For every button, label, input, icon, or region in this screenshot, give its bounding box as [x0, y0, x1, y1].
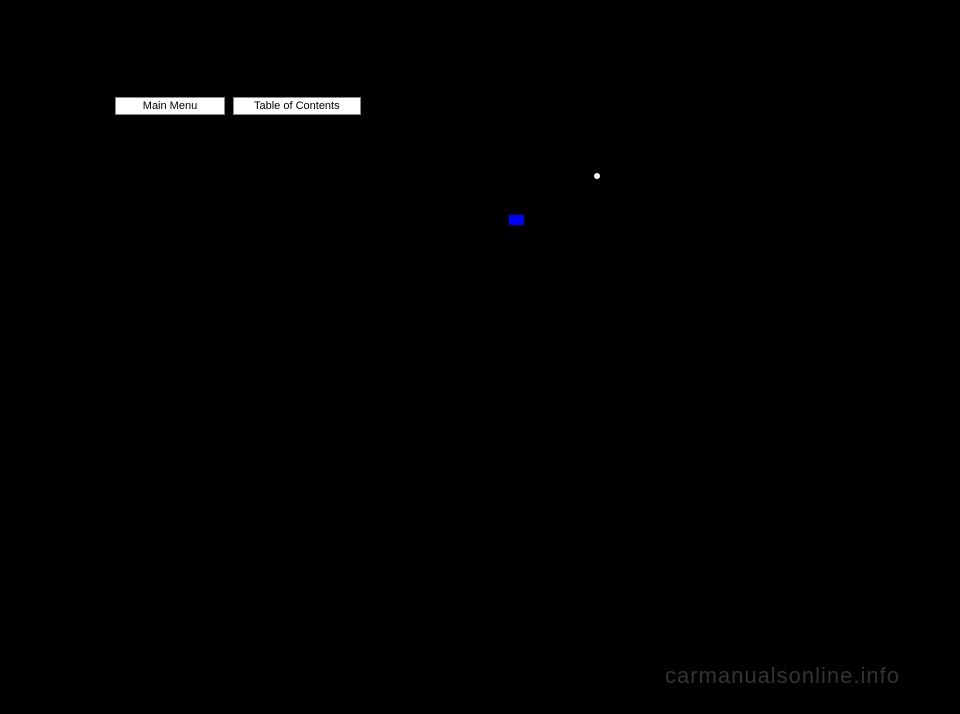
nav-button-group: Main Menu Table of Contents — [115, 97, 361, 115]
main-menu-button[interactable]: Main Menu — [115, 97, 225, 115]
table-of-contents-button[interactable]: Table of Contents — [233, 97, 361, 115]
blue-highlight — [509, 215, 524, 225]
bullet-marker — [594, 173, 600, 179]
watermark-text: carmanualsonline.info — [665, 663, 900, 689]
